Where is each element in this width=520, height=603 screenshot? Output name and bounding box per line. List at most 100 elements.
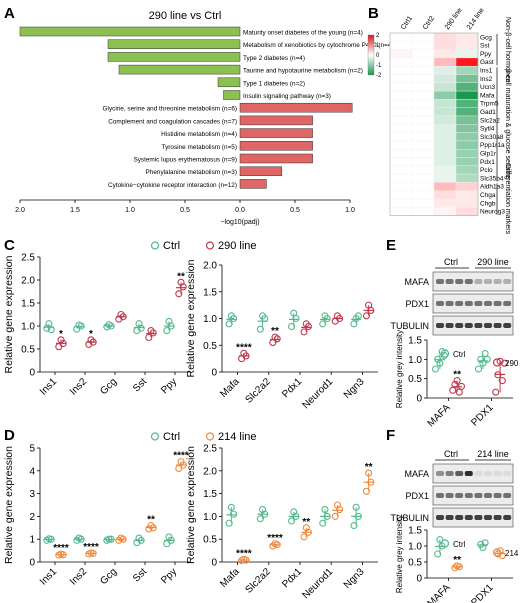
x-tick-label-0: Ins1: [38, 566, 59, 587]
point-1-0-3: [455, 388, 463, 396]
x-tick-label-3: Neurod1: [300, 376, 335, 411]
point-1-1-0: [492, 388, 500, 396]
point-1-1-2: [273, 541, 281, 549]
legend-label-1: 290 line: [505, 359, 520, 368]
significance-4: **: [365, 462, 373, 473]
blot-band-0-0: [436, 471, 444, 476]
heatmap-cell-12-0: [389, 132, 413, 142]
x-tick-label-1: PDX1: [469, 582, 496, 603]
blot-row-label-2: TUBULIN: [390, 321, 429, 331]
blot-band-2-7: [503, 323, 512, 328]
blot-strip-0: [432, 463, 514, 484]
group-label-0: Non-β-cell hormones: [504, 17, 511, 83]
blot-strip-1: [432, 293, 514, 314]
legend-marker-1: [492, 358, 502, 367]
chart-title: 290 line vs Ctrl: [149, 10, 222, 22]
x-tick-label-3: Sst: [131, 376, 149, 394]
x-axis-label: −log10(padj): [220, 219, 259, 226]
y-tick-label-3: 1.5: [408, 526, 422, 537]
heatmap-row-label-2: Ppy: [480, 51, 492, 58]
point-1-1-4: [500, 359, 509, 367]
heatmap-cell-10-3: [455, 115, 479, 125]
bar-label-12: Cytokine−cytokine receptor interaction (…: [108, 182, 237, 189]
y-tick-label-1: 0.5: [203, 535, 217, 546]
legend-marker-1: [205, 241, 215, 250]
point-0-0-0: [225, 320, 233, 328]
legend-label-1: 290 line: [218, 240, 257, 252]
legend-label-0: Ctrl: [163, 431, 180, 443]
heatmap-cell-12-3: [455, 132, 479, 142]
color-scale-bar: [367, 34, 375, 76]
y-tick-label-4: 2.0: [21, 276, 35, 287]
heatmap-cell-13-3: [455, 140, 479, 150]
heatmap-cell-6-0: [389, 82, 413, 92]
y-tick-label-3: 1.5: [408, 336, 422, 347]
heatmap-cell-19-1: [411, 190, 435, 200]
heatmap-cell-0-3: [455, 32, 479, 42]
blot-band-0-6: [493, 471, 502, 476]
point-0-3-1: [321, 506, 329, 514]
blot-band-2-7: [503, 515, 512, 520]
legend-marker-0: [440, 349, 450, 358]
y-tick-label-2: 1.0: [408, 542, 422, 553]
point-1-2-2: [304, 528, 312, 536]
bar-label-2: Type 2 diabetes (n=4): [243, 55, 305, 62]
blot-band-0-5: [484, 279, 492, 284]
heatmap-cell-21-2: [433, 207, 457, 216]
heatmap-cell-7-2: [433, 90, 457, 100]
point-0-2-2: [292, 314, 300, 323]
point-1-2-1: [117, 310, 125, 319]
blot-band-2-3: [464, 515, 473, 520]
heatmap-cell-20-0: [389, 198, 413, 208]
heatmap-cell-15-0: [389, 157, 413, 167]
point-0-3-2: [137, 536, 145, 544]
blot-band-1-7: [503, 301, 512, 306]
point-1-4-2: [367, 478, 375, 486]
point-0-4-0: [350, 521, 358, 530]
blot-strip-2: [432, 315, 514, 336]
point-0-0-2: [230, 510, 238, 518]
x-tick-label-6: 1.0: [345, 207, 355, 214]
heatmap-cell-18-1: [411, 182, 435, 191]
blot-band-2-2: [455, 323, 464, 328]
blot-strip-2: [432, 507, 514, 528]
y-tick-label-0: 0: [211, 368, 217, 379]
x-tick-label-5: 0.5: [290, 207, 300, 214]
point-0-0-2: [47, 535, 55, 543]
heatmap-cell-2-1: [411, 49, 435, 59]
heatmap-row-label-16: Pclo: [480, 167, 493, 174]
point-1-1-2: [89, 549, 97, 557]
x-tick-label-2: Pdx1: [280, 376, 304, 400]
x-tick-label-1: Ins2: [68, 566, 89, 587]
point-0-1-3: [481, 349, 489, 358]
y-tick-label-1: 0.5: [21, 345, 35, 356]
point-0-0-2: [47, 326, 55, 334]
blot-band-1-2: [455, 301, 464, 306]
bar-label-8: Histidine metabolism (n=4): [161, 131, 237, 138]
point-0-3-1: [135, 534, 143, 542]
bar-6: [239, 102, 353, 113]
point-0-0-1: [434, 355, 442, 363]
blot-band-2-5: [484, 323, 492, 328]
blot-band-0-1: [445, 471, 454, 476]
heatmap-cell-4-1: [411, 65, 435, 75]
blot-group-0: Ctrl: [444, 257, 458, 267]
point-0-4-2: [354, 312, 362, 320]
heatmap-row-label-11: Sytl4: [480, 126, 495, 133]
point-1-0-0: [451, 564, 459, 572]
panel-c-left-plot: 0 0.5 1.0 1.5 2.0 2.5 Relative gene expression…: [3, 240, 257, 397]
heatmap-row-label-15: Pdx1: [480, 159, 495, 166]
x-tick-label-4: Ngn3: [342, 376, 367, 401]
blot-band-0-7: [503, 279, 512, 284]
point-0-2-2: [107, 322, 115, 330]
heatmap-cell-15-3: [455, 157, 479, 167]
point-0-3-2: [323, 512, 331, 520]
blot-band-1-0: [436, 493, 444, 498]
legend-label-0: Ctrl: [163, 240, 180, 252]
point-1-1-1: [87, 336, 95, 344]
y-tick-label-1: 1: [29, 535, 35, 546]
blot-band-2-0: [436, 515, 444, 520]
panel-label-c: C: [4, 237, 15, 254]
point-0-2-2: [292, 512, 300, 520]
y-axis-label: Relative gene expression: [185, 446, 197, 564]
